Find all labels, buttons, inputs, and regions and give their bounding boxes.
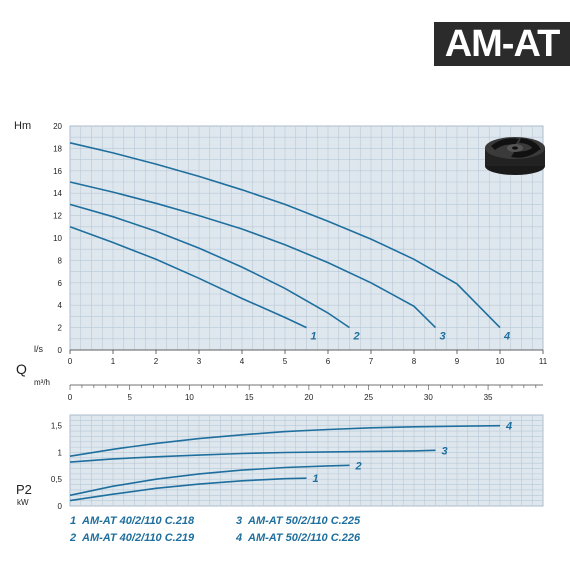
p2-tick-label: 1,5	[51, 422, 63, 431]
m3h-tick-label: 15	[245, 393, 254, 402]
p2-curve-4	[69, 424, 501, 457]
x-tick-label: 2	[154, 357, 159, 366]
p2-tick-label: 1	[58, 448, 63, 457]
m3h-tick-label: 35	[484, 393, 493, 402]
p2-curve-1	[69, 477, 307, 502]
p2-curve-label: 3	[442, 445, 448, 457]
legend: 1 AM-AT 40/2/110 C.218 2 AM-AT 40/2/110 C.2…	[69, 515, 361, 544]
x-tick-label: 0	[68, 357, 73, 366]
x-tick-label: 9	[455, 357, 460, 366]
y-tick-label: 18	[53, 144, 62, 153]
x-tick-label: 11	[539, 357, 548, 366]
p2-axis-title: P2	[16, 482, 32, 497]
p2-curve-label: 1	[313, 473, 319, 485]
hq-curve-label: 4	[503, 331, 510, 343]
hq-curve-label: 2	[353, 331, 360, 343]
y-tick-label: 20	[53, 122, 62, 131]
p2-axis-unit: kW	[17, 498, 29, 507]
x-axis-unit-ls: l/s	[34, 344, 44, 354]
y-tick-label: 0	[58, 346, 63, 355]
m3h-tick-label: 0	[68, 393, 73, 402]
y-tick-label: 10	[53, 234, 62, 243]
legend-number: 4	[235, 532, 242, 544]
p2-curve-label: 2	[355, 460, 362, 472]
y-axis-title: Hm	[14, 120, 31, 132]
y-tick-label: 16	[53, 167, 62, 176]
p2-curve-2	[69, 464, 350, 497]
x-tick-label: 6	[326, 357, 331, 366]
y-tick-label: 2	[58, 324, 63, 333]
x-axis-title-q: Q	[16, 361, 27, 377]
m3h-tick-label: 10	[185, 393, 194, 402]
x-tick-label: 5	[283, 357, 288, 366]
m3h-tick-label: 30	[424, 393, 433, 402]
legend-entry: AM-AT 40/2/110 C.218	[81, 515, 195, 527]
hq-curve-2	[69, 203, 350, 329]
hq-curve-label: 1	[311, 331, 317, 343]
p2-tick-label: 0	[58, 502, 63, 511]
m3h-tick-label: 20	[304, 393, 313, 402]
p2-curve-3	[69, 449, 436, 463]
x-tick-label: 3	[197, 357, 202, 366]
legend-entry: AM-AT 50/2/110 C.226	[247, 532, 361, 544]
x-tick-label: 10	[496, 357, 505, 366]
model-badge: AM-AT	[434, 22, 570, 66]
p2-curve-label: 4	[505, 421, 512, 433]
hq-curve-3	[69, 181, 437, 329]
p2-tick-label: 0,5	[51, 475, 63, 484]
x-tick-label: 4	[240, 357, 245, 366]
y-tick-label: 8	[58, 256, 63, 265]
m3h-axis: 0 5 10 15 20 25 30 35 m³/h	[34, 378, 543, 402]
m3h-tick-label: 25	[364, 393, 373, 402]
y-tick-label: 6	[58, 279, 63, 288]
hq-curve-label: 3	[440, 331, 446, 343]
m3h-unit-label: m³/h	[34, 378, 50, 387]
impeller-icon	[485, 137, 545, 175]
x-tick-label: 8	[412, 357, 417, 366]
hq-curve-4	[69, 142, 501, 329]
legend-entry: AM-AT 40/2/110 C.219	[81, 532, 195, 544]
y-tick-label: 12	[53, 212, 62, 221]
legend-number: 2	[69, 532, 76, 544]
m3h-tick-label: 5	[127, 393, 132, 402]
x-tick-label: 1	[111, 357, 116, 366]
x-tick-label: 7	[369, 357, 374, 366]
legend-entry: AM-AT 50/2/110 C.225	[247, 515, 361, 527]
y-tick-label: 14	[53, 189, 62, 198]
legend-number: 1	[70, 515, 76, 527]
hq-curve-1	[69, 226, 307, 329]
legend-number: 3	[236, 515, 242, 527]
y-tick-label: 4	[58, 301, 63, 310]
